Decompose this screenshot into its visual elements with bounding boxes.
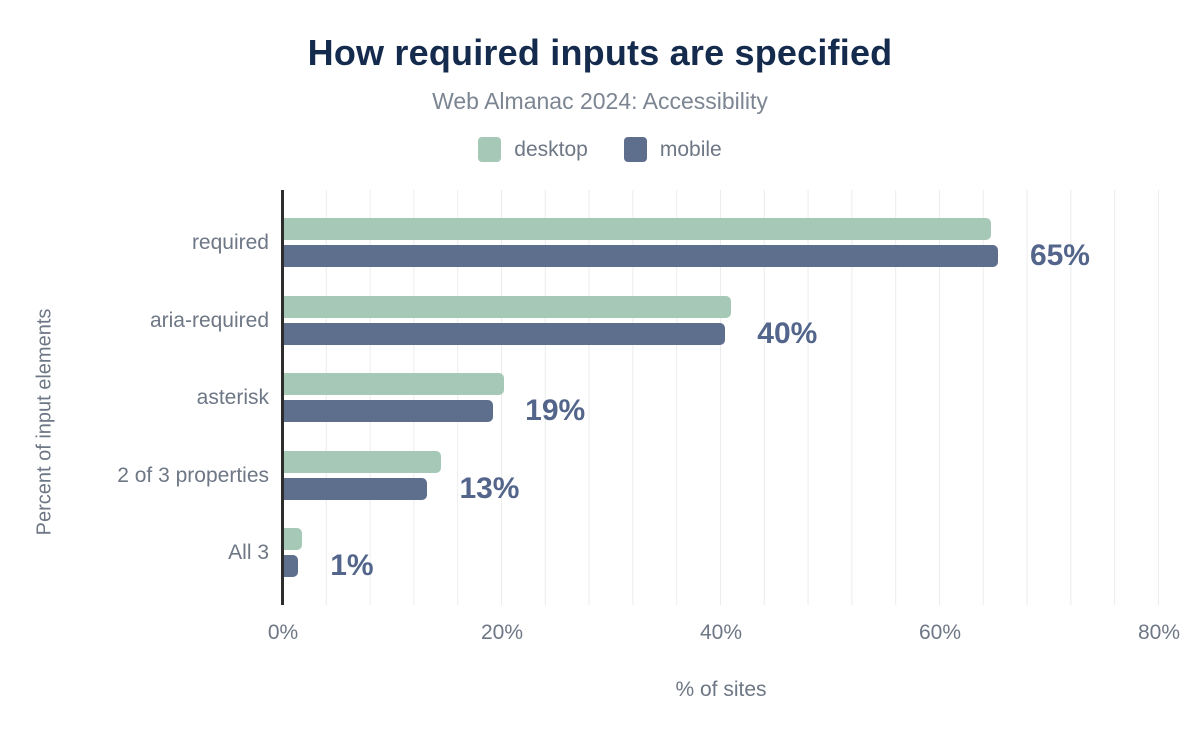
bar-group-2-of-3-properties: 2 of 3 properties 13% <box>117 451 1160 504</box>
legend: desktop mobile <box>0 137 1200 162</box>
plot-area: required 65% aria-required 40% asterisk <box>117 190 1160 605</box>
chart-subtitle: Web Almanac 2024: Accessibility <box>432 88 768 114</box>
bar-desktop-aria-required <box>284 296 731 318</box>
bar-desktop-required <box>284 218 992 240</box>
bar-mobile-2-of-3 <box>284 478 428 500</box>
bar-mobile-all-3 <box>284 555 299 577</box>
value-label: 65% <box>1029 239 1090 272</box>
bar-desktop-2-of-3 <box>284 451 441 473</box>
x-tick-0: 0% <box>267 621 299 644</box>
bar-group-asterisk: asterisk 19% <box>197 373 1160 426</box>
value-label: 40% <box>757 317 818 350</box>
category-label: 2 of 3 properties <box>117 463 269 487</box>
bar-group-all-3: All 3 1% <box>228 528 1160 581</box>
desktop-swatch <box>478 137 502 162</box>
x-tick-20: 20% <box>480 621 524 644</box>
category-label: aria-required <box>149 308 269 332</box>
x-axis-title: % of sites <box>675 678 767 701</box>
y-axis-title: Percent of input elements <box>33 308 56 536</box>
bar-mobile-required <box>284 245 998 267</box>
category-label: required <box>191 230 269 254</box>
value-label: 1% <box>330 549 374 582</box>
legend-item-desktop: desktop <box>478 137 588 162</box>
x-tick-60: 60% <box>918 621 962 644</box>
legend-label-mobile: mobile <box>659 137 722 161</box>
bar-mobile-aria-required <box>284 323 726 345</box>
legend-item-mobile: mobile <box>623 137 722 162</box>
x-tick-80: 80% <box>1137 621 1181 644</box>
chart-area: Percent of input elements required 65% a… <box>0 190 1200 701</box>
bar-desktop-all-3 <box>284 528 302 550</box>
bar-desktop-asterisk <box>284 373 505 395</box>
bar-group-aria-required: aria-required 40% <box>150 296 1160 349</box>
bar-mobile-asterisk <box>284 400 494 422</box>
category-label: All 3 <box>228 540 269 564</box>
value-label: 19% <box>525 394 586 427</box>
chart-title: How required inputs are specified <box>307 32 893 73</box>
x-tick-40: 40% <box>699 621 743 644</box>
y-axis-line <box>281 190 284 605</box>
category-label: asterisk <box>196 385 269 409</box>
bar-group-required: required 65% <box>192 218 1160 271</box>
legend-label-desktop: desktop <box>514 137 588 161</box>
value-label: 13% <box>459 472 520 505</box>
mobile-swatch <box>623 137 647 162</box>
